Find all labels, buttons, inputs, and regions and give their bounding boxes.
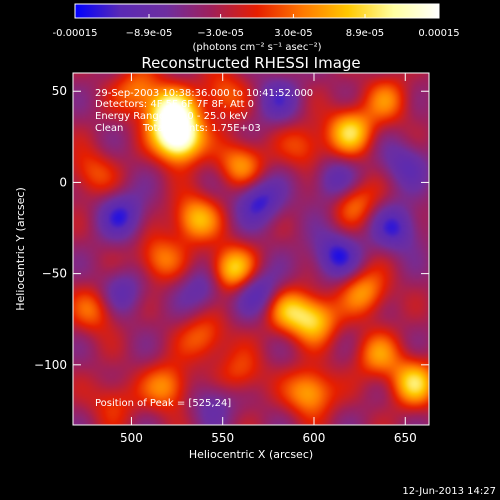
colorbar-tick-label: 3.0e-05: [274, 28, 312, 39]
y-tick-label: −50: [42, 267, 67, 281]
colorbar-tick-label: -0.00015: [53, 28, 98, 39]
x-axis-ticks: 500 550 600 650: [120, 73, 417, 445]
annotations: 29-Sep-2003 10:38:36.000 to 10:41:52.000…: [95, 88, 313, 409]
colorbar-tick-label: 8.9e-05: [346, 28, 384, 39]
annotation-detectors: Detectors: 4F 5F 6F 7F 8F, Att 0: [95, 99, 254, 110]
colorbar-unit-label: (photons cm⁻² s⁻¹ asec⁻²): [192, 42, 321, 53]
y-axis-ticks: 50 0 −50 −100: [34, 84, 429, 372]
annotation-time: 29-Sep-2003 10:38:36.000 to 10:41:52.000: [95, 88, 313, 99]
chart-title: Reconstructed RHESSI Image: [141, 54, 360, 72]
annotation-counts: Total Counts: 1.75E+03: [142, 123, 261, 134]
colorbar: -0.00015 −8.9e-05 −3.0e-05 3.0e-05 8.9e-05 0.…: [53, 3, 460, 53]
x-tick-label: 600: [303, 431, 326, 445]
y-tick-label: −100: [34, 358, 67, 372]
annotation-clean: Clean: [95, 123, 123, 134]
x-axis-label: Heliocentric X (arcsec): [189, 448, 313, 461]
colorbar-ticks: -0.00015 −8.9e-05 −3.0e-05 3.0e-05 8.9e-05 0.…: [53, 14, 460, 39]
footer-date: 12-Jun-2013 14:27: [402, 486, 496, 497]
colorbar-tick-label: 0.00015: [418, 28, 459, 39]
colorbar-tick-label: −3.0e-05: [197, 28, 244, 39]
y-tick-label: 0: [59, 175, 67, 189]
x-tick-label: 500: [120, 431, 143, 445]
y-axis-label: Heliocentric Y (arcsec): [14, 187, 27, 311]
annotation-energy: Energy Range: 12.0 - 25.0 keV: [95, 111, 248, 122]
plot-frame: [72, 72, 430, 426]
heatmap-image: [73, 73, 429, 425]
colorbar-gradient: [74, 3, 440, 19]
x-tick-label: 550: [211, 431, 234, 445]
image-area: [72, 72, 430, 426]
x-tick-label: 650: [394, 431, 417, 445]
y-tick-label: 50: [52, 84, 67, 98]
annotation-peak: Position of Peak = [525,24]: [95, 398, 231, 409]
colorbar-tick-label: −8.9e-05: [126, 28, 173, 39]
